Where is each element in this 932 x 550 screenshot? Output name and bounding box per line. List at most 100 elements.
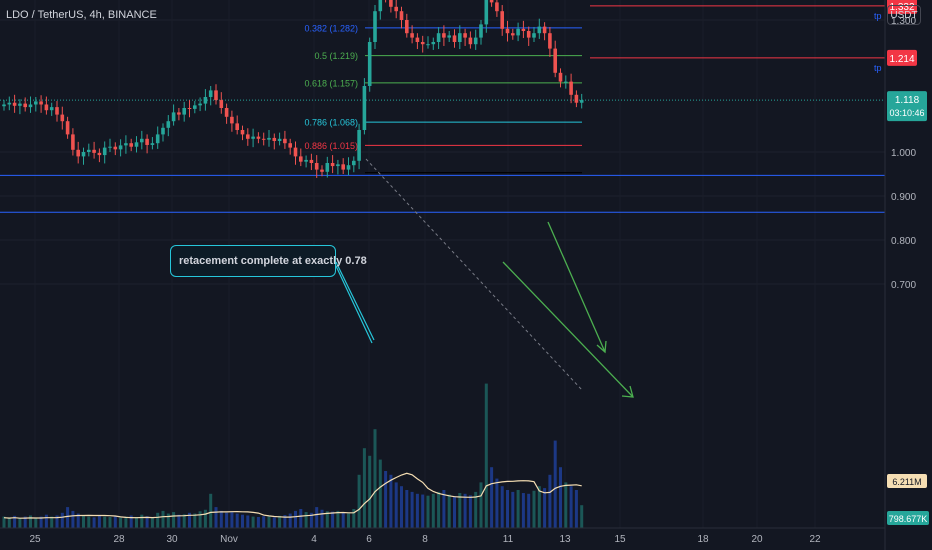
drawings[interactable]	[335, 158, 634, 398]
volume-bar	[458, 493, 462, 528]
volume-bar	[193, 513, 197, 528]
volume-ma-tag	[887, 474, 927, 488]
volume-bar	[251, 516, 255, 528]
candle-body	[553, 48, 557, 73]
volume-bar	[262, 516, 266, 528]
volume-bar	[426, 495, 430, 528]
candle-body	[479, 24, 483, 38]
volume-bar	[198, 511, 202, 528]
candle-body	[325, 163, 330, 172]
volume-bar	[246, 515, 250, 528]
volume-bar	[7, 517, 11, 528]
candle-body	[410, 33, 414, 38]
fib-label: 0.5 (1.219)	[314, 51, 358, 61]
volume-bar	[463, 493, 467, 528]
volume-bar	[50, 516, 54, 528]
volume-bar	[431, 493, 435, 528]
candle-body	[81, 152, 86, 157]
volume-bar	[415, 493, 419, 528]
volume-bar	[241, 514, 244, 528]
volume-bar	[76, 513, 80, 528]
volume-bar	[384, 471, 388, 528]
volume-bar	[283, 515, 287, 528]
x-tick-label: 13	[559, 534, 571, 545]
candle-body	[314, 163, 319, 170]
volume-bar	[495, 478, 499, 528]
volume-bar	[553, 440, 557, 528]
candle-body	[198, 103, 202, 106]
x-tick-label: 22	[809, 534, 821, 545]
candle-body	[304, 159, 308, 162]
volume-bar	[474, 491, 478, 528]
x-tick-label: 20	[751, 534, 763, 545]
candle-body	[431, 42, 436, 45]
x-tick-label: 8	[422, 534, 428, 545]
volume-bar	[214, 507, 218, 528]
callout-pointer	[335, 261, 375, 341]
candle-body	[473, 37, 478, 45]
candle-body	[129, 143, 133, 147]
arrow-line-upper	[547, 221, 606, 353]
candle-body	[44, 104, 49, 111]
candle-body	[12, 102, 17, 106]
volume-bar	[18, 518, 22, 528]
candle-body	[28, 104, 33, 108]
volume-label: 798.677K	[889, 514, 928, 524]
candle-body	[458, 33, 462, 42]
volume-bar	[421, 494, 425, 528]
candle-body	[246, 134, 250, 139]
candle-body	[71, 134, 75, 150]
currency-button[interactable]: USDT	[887, 5, 921, 25]
volume-bar	[60, 512, 64, 528]
volume-bar	[177, 514, 181, 528]
x-tick-label: 25	[29, 534, 41, 545]
candle-body	[505, 28, 510, 34]
volume-bar	[272, 517, 276, 528]
candle-body	[230, 116, 234, 124]
candle-body	[569, 81, 573, 95]
volume-bar	[368, 455, 372, 528]
volume-bar	[362, 448, 366, 528]
candle-body	[261, 138, 266, 140]
volume-bar	[347, 513, 350, 528]
volume-bar	[506, 490, 509, 528]
x-tick-label: Nov	[220, 534, 238, 545]
volume-bar	[527, 493, 531, 528]
horizontal-lines	[0, 5, 885, 213]
candle-body	[362, 86, 367, 130]
y-tick-label: 1.300	[891, 16, 916, 27]
volume-bar	[182, 514, 186, 528]
candle-body	[60, 114, 65, 122]
volume-bar	[156, 512, 160, 528]
candle-body	[251, 136, 255, 139]
volume-bars	[2, 383, 584, 528]
volume-bar	[569, 486, 573, 528]
candle-body	[447, 35, 451, 38]
candle-body	[357, 130, 361, 161]
symbol-title[interactable]: LDO / TetherUS, 4h, BINANCE	[6, 9, 157, 21]
volume-bar	[405, 490, 409, 528]
candle-body	[309, 159, 314, 163]
volume-bar	[145, 516, 149, 528]
volume-bar	[278, 515, 282, 528]
volume-bar	[55, 515, 59, 528]
volume-bar	[516, 490, 520, 528]
candle-body	[150, 143, 155, 145]
candle-body	[352, 160, 356, 166]
tp-label: tp	[874, 63, 882, 73]
candle-body	[495, 2, 499, 12]
candle-body	[108, 146, 112, 148]
annotation-callout[interactable]: retacement complete at exactly 0.78	[170, 245, 367, 277]
volume-bar	[129, 515, 133, 528]
volume-bar	[400, 486, 403, 528]
candle-body	[166, 121, 171, 128]
volume-bar	[235, 513, 239, 528]
candle-body	[426, 44, 430, 46]
volume-bar	[389, 474, 393, 528]
candle-body	[299, 156, 303, 162]
volume-bar	[325, 511, 329, 528]
volume-bar	[34, 517, 38, 528]
candle-body	[214, 90, 218, 101]
